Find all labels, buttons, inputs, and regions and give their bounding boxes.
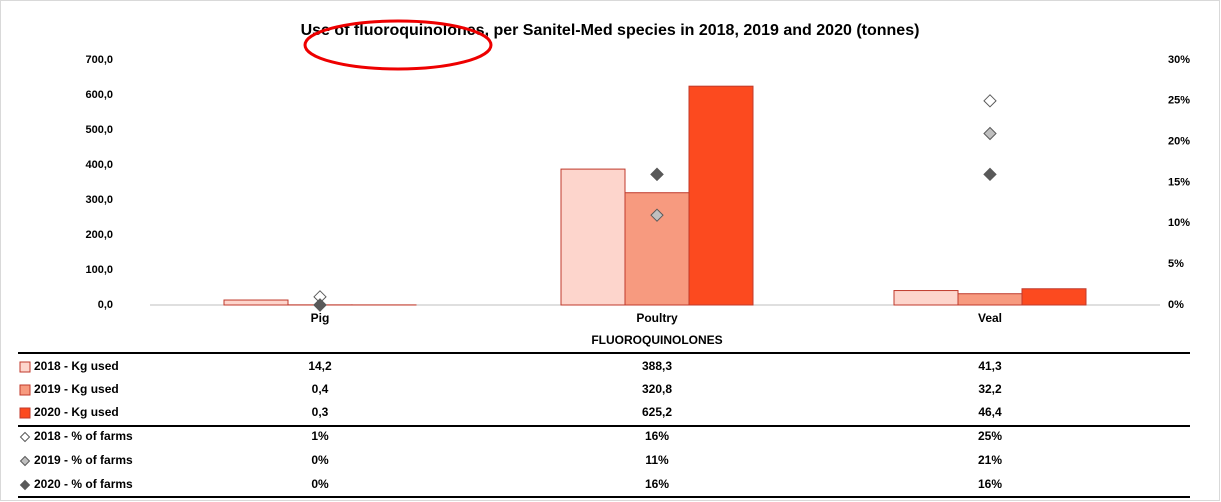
table-cell: 21%: [978, 453, 1002, 467]
table-cell: 16%: [978, 477, 1002, 491]
table-cell: 0%: [311, 477, 329, 491]
y2-tick-label: 25%: [1168, 95, 1190, 107]
diamond-marker: [313, 298, 327, 312]
table-cell: 625,2: [642, 405, 672, 419]
bar: [893, 290, 959, 306]
bar: [688, 85, 754, 306]
table-cell: 16%: [645, 477, 669, 491]
bar: [957, 293, 1023, 306]
diamond-marker: [983, 167, 997, 182]
table-cell: 41,3: [978, 359, 1002, 373]
bar: [1021, 288, 1087, 306]
bar: [223, 299, 289, 306]
x-tick-label: Veal: [978, 311, 1002, 325]
legend-label: 2020 - Kg used: [34, 405, 119, 419]
table-cell: 388,3: [642, 359, 672, 373]
table-cell: 14,2: [308, 359, 332, 373]
y-tick-label: 100,0: [85, 264, 113, 276]
y-tick-label: 500,0: [85, 124, 113, 136]
x-axis-label: FLUOROQUINOLONES: [591, 333, 722, 347]
legend-label: 2018 - % of farms: [34, 429, 133, 443]
y2-tick-label: 15%: [1168, 176, 1190, 188]
chart-title: Use of fluoroquinolones, per Sanitel-Med…: [301, 22, 920, 39]
y2-tick-label: 30%: [1168, 54, 1190, 66]
x-tick-label: Poultry: [636, 311, 678, 325]
table-cell: 0%: [311, 453, 329, 467]
legend-marker: [19, 407, 31, 419]
legend-marker: [19, 384, 31, 396]
x-tick-label: Pig: [311, 311, 330, 325]
diamond-marker: [983, 126, 997, 141]
table-cell: 46,4: [978, 405, 1002, 419]
y2-tick-label: 10%: [1168, 217, 1190, 229]
y2-tick-label: 0%: [1168, 299, 1184, 311]
y-tick-label: 300,0: [85, 194, 113, 206]
diamond-marker: [983, 94, 997, 108]
table-cell: 32,2: [978, 382, 1002, 396]
y-tick-label: 400,0: [85, 159, 113, 171]
legend-marker: [19, 361, 31, 373]
y-tick-label: 0,0: [98, 299, 113, 311]
y2-tick-label: 20%: [1168, 136, 1190, 148]
legend-marker: [19, 431, 31, 443]
y-tick-label: 200,0: [85, 229, 113, 241]
table-cell: 1%: [311, 429, 329, 443]
legend-marker: [19, 479, 31, 491]
diamond-marker: [650, 208, 664, 222]
bar: [560, 168, 626, 306]
table-cell: 0,4: [312, 382, 329, 396]
y-tick-label: 700,0: [85, 54, 113, 66]
table-cell: 16%: [645, 429, 669, 443]
table-cell: 25%: [978, 429, 1002, 443]
legend-label: 2019 - % of farms: [34, 453, 133, 467]
legend-label: 2019 - Kg used: [34, 382, 119, 396]
y2-tick-label: 5%: [1168, 258, 1184, 270]
y-tick-label: 600,0: [85, 89, 113, 101]
table-cell: 320,8: [642, 382, 672, 396]
annotation-ellipse: [303, 19, 493, 71]
legend-label: 2018 - Kg used: [34, 359, 119, 373]
legend-label: 2020 - % of farms: [34, 477, 133, 491]
legend-marker: [19, 455, 31, 467]
table-cell: 0,3: [312, 405, 329, 419]
diamond-marker: [650, 167, 664, 182]
table-cell: 11%: [645, 453, 669, 467]
